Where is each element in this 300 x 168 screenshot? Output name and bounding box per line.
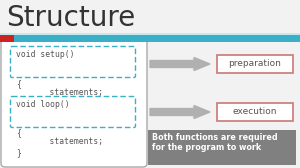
Text: Structure: Structure (6, 4, 135, 32)
FancyBboxPatch shape (1, 39, 147, 167)
FancyBboxPatch shape (217, 103, 293, 121)
Text: }: } (16, 148, 21, 157)
Bar (0, 35, 14, 42)
Text: statements;: statements; (30, 88, 103, 97)
Text: void loop(): void loop() (16, 100, 70, 109)
Text: preparation: preparation (229, 59, 281, 69)
Bar (14, 35, 300, 42)
Polygon shape (150, 57, 210, 71)
FancyBboxPatch shape (217, 55, 293, 73)
FancyBboxPatch shape (11, 47, 136, 77)
Text: void setup(): void setup() (16, 50, 74, 59)
Text: Both functions are required: Both functions are required (152, 133, 278, 142)
Bar (148, 130, 296, 165)
Text: {: { (16, 128, 21, 137)
Text: statements;: statements; (30, 137, 103, 146)
Text: {: { (16, 79, 21, 88)
Text: for the program to work: for the program to work (152, 143, 261, 152)
Bar (0, 33, 300, 35)
Polygon shape (150, 106, 210, 118)
FancyBboxPatch shape (11, 96, 136, 128)
Text: execution: execution (233, 108, 277, 116)
